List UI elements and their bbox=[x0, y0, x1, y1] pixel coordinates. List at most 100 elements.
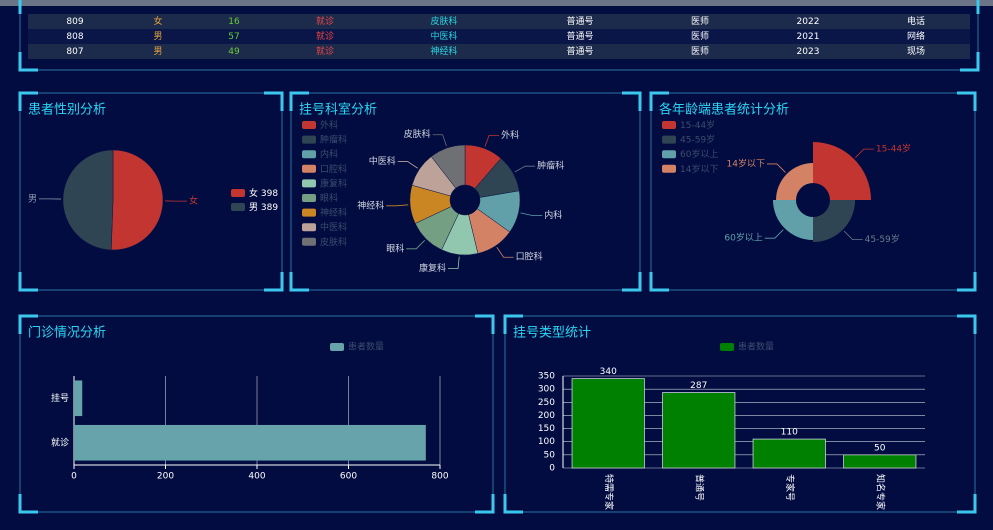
label-line bbox=[432, 134, 447, 147]
panel-corner bbox=[503, 494, 523, 514]
panel-border bbox=[19, 0, 979, 71]
panel-corner bbox=[264, 91, 284, 111]
panel-corner bbox=[976, 0, 980, 14]
legend-swatch bbox=[302, 179, 316, 188]
pie-slice bbox=[772, 200, 813, 241]
legend-swatch bbox=[302, 237, 316, 246]
x-tick-label: 400 bbox=[248, 472, 265, 482]
panel-title: 患者性别分析 bbox=[28, 103, 106, 118]
panel-corner bbox=[475, 314, 495, 334]
bar bbox=[752, 438, 826, 469]
slice-label: 中医科 bbox=[369, 155, 396, 167]
table-cell: 医师 bbox=[691, 15, 709, 27]
label-line bbox=[514, 165, 536, 173]
legend-label: 肿瘤科 bbox=[320, 133, 347, 145]
panel-corner bbox=[957, 272, 977, 292]
legend-label: 内科 bbox=[320, 148, 338, 160]
panel-corner bbox=[18, 494, 38, 514]
legend-label: 患者数量 bbox=[348, 341, 384, 353]
label-line bbox=[764, 229, 784, 239]
bar bbox=[74, 380, 83, 417]
panel-corner bbox=[264, 272, 284, 292]
legend-label: 男 389 bbox=[249, 202, 278, 213]
table-cell: 就诊 bbox=[316, 15, 334, 27]
table-cell: 808 bbox=[66, 32, 83, 42]
y-tick-label: 350 bbox=[538, 372, 555, 382]
legend-name: 中医科 bbox=[320, 221, 347, 233]
x-tick-label: 200 bbox=[157, 472, 174, 482]
legend-name: 女 bbox=[249, 187, 258, 199]
value-label: 340 bbox=[600, 367, 617, 377]
legend-name: 口腔科 bbox=[320, 162, 347, 174]
table-cell: 普通号 bbox=[566, 30, 593, 42]
pie-slice bbox=[776, 163, 813, 200]
bar bbox=[571, 378, 645, 469]
table-cell: 皮肤科 bbox=[430, 15, 457, 27]
label-line bbox=[855, 148, 874, 158]
table-cell: 就诊 bbox=[316, 30, 334, 42]
legend-swatch bbox=[302, 194, 316, 202]
table-cell: 男 bbox=[153, 31, 162, 42]
legend-swatch bbox=[231, 189, 245, 197]
legend-label: 15-44岁 bbox=[680, 119, 715, 131]
label-line bbox=[484, 134, 500, 147]
bar bbox=[74, 424, 426, 461]
x-tick-label: 特需专家 bbox=[603, 474, 615, 510]
table-cell: 普通号 bbox=[566, 15, 593, 27]
table-cell: 男 bbox=[153, 46, 162, 57]
table-row bbox=[28, 14, 970, 29]
legend-name: 外科 bbox=[320, 119, 338, 131]
legend-label: 60岁以上 bbox=[680, 148, 718, 160]
panel-title: 挂号类型统计 bbox=[513, 326, 591, 341]
slice-label: 60岁以上 bbox=[724, 232, 762, 244]
legend-name: 15-44岁 bbox=[680, 119, 715, 131]
panel-title: 挂号科室分析 bbox=[299, 102, 377, 118]
x-tick-label: 普通号 bbox=[693, 474, 705, 501]
panel-corner bbox=[18, 91, 38, 111]
panel-corner bbox=[649, 272, 669, 292]
label-line bbox=[386, 204, 409, 207]
slice-label: 神经科 bbox=[357, 199, 384, 211]
legend-name: 60岁以上 bbox=[680, 148, 718, 160]
legend-label: 口腔科 bbox=[320, 162, 347, 174]
legend-swatch bbox=[662, 135, 676, 144]
table-cell: 57 bbox=[228, 32, 239, 42]
label-line bbox=[520, 212, 543, 216]
legend-name: 皮肤科 bbox=[320, 235, 347, 247]
legend-name: 康复科 bbox=[320, 177, 347, 189]
legend-swatch bbox=[330, 343, 344, 351]
y-tick-label: 200 bbox=[538, 411, 555, 421]
table-row bbox=[28, 29, 970, 44]
legend-swatch bbox=[302, 223, 316, 232]
legend-swatch bbox=[231, 203, 245, 211]
label-line bbox=[843, 230, 863, 241]
legend-label: 14岁以下 bbox=[680, 162, 718, 174]
legend-name: 14岁以下 bbox=[680, 162, 718, 174]
panel-corner bbox=[622, 272, 642, 292]
panel-title: 门诊情况分析 bbox=[28, 326, 106, 341]
slice-label: 15-44岁 bbox=[876, 143, 911, 155]
label-line bbox=[766, 163, 786, 173]
y-tick-label: 50 bbox=[544, 450, 556, 460]
pie-slice bbox=[110, 149, 164, 251]
y-tick-label: 100 bbox=[538, 437, 555, 447]
y-tick-label: 300 bbox=[538, 385, 555, 395]
table-cell: 现场 bbox=[907, 46, 925, 57]
panel-border bbox=[290, 92, 641, 291]
panel-corner bbox=[957, 494, 977, 514]
legend-swatch bbox=[662, 164, 676, 173]
legend-label: 中医科 bbox=[320, 221, 347, 233]
label-line bbox=[496, 247, 514, 258]
slice-label: 外科 bbox=[501, 129, 519, 141]
legend-label: 45-59岁 bbox=[680, 133, 715, 145]
slice-label: 女 bbox=[189, 195, 198, 207]
legend-label: 皮肤科 bbox=[320, 235, 347, 247]
x-tick-label: 专家号 bbox=[784, 474, 796, 501]
y-tick-label: 0 bbox=[549, 464, 555, 474]
label-line bbox=[406, 240, 426, 250]
x-tick-label: 0 bbox=[71, 472, 77, 482]
top-banner bbox=[0, 0, 993, 6]
bar bbox=[843, 454, 917, 469]
x-tick-label: 知名专家 bbox=[874, 474, 886, 510]
